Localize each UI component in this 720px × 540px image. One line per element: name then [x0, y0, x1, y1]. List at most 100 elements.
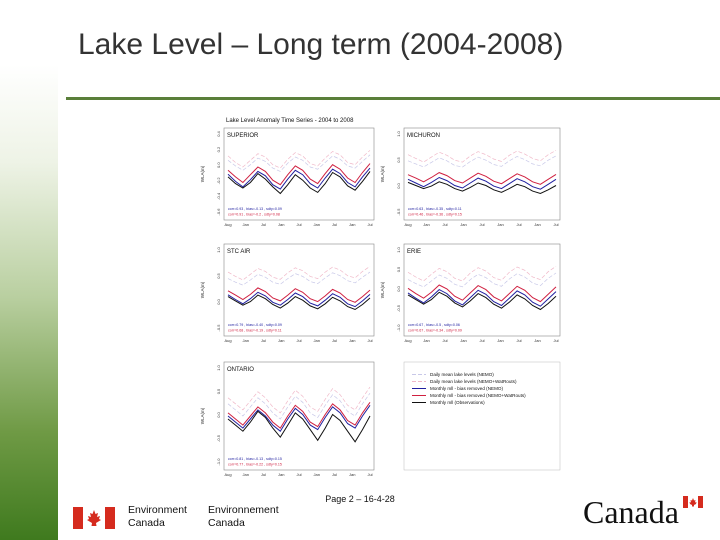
x-tick-label: Jan — [314, 472, 320, 477]
y-tick-label: -0.4 — [216, 192, 221, 200]
panel-frame — [403, 127, 561, 221]
y-tick-label: -0.2 — [216, 177, 221, 185]
y-tick-label: 0.0 — [216, 298, 221, 304]
panel-name-label: STC AIR — [227, 249, 251, 255]
panel-name-label: MICHURON — [407, 133, 440, 139]
x-tick-label: Jul — [332, 472, 337, 477]
series-line-daily-wat — [227, 266, 371, 281]
dept-name-french: Environnement Canada — [208, 504, 279, 529]
x-tick-label: Jan — [278, 222, 284, 227]
panel-frame — [223, 127, 375, 221]
y-tick-label: -0.5 — [216, 434, 221, 442]
series-line-daily-nemo — [227, 154, 371, 172]
x-tick-label: Jan — [497, 338, 503, 343]
y-tick-label: 0.2 — [216, 146, 221, 152]
y-tick-label: 1.0 — [216, 246, 221, 252]
y-tick-label: -0.5 — [396, 304, 401, 312]
x-tick-label: Jan — [349, 338, 355, 343]
x-tick-label: Jan — [460, 338, 466, 343]
stats-label: corr=0.79 , bias=-0.40 , sdty=0.09 — [228, 323, 282, 327]
panel-ontario: ONTARIO WLA(m) 1.0 0.5 0.0 -0.5 -1.0 Aug Jan Jul J… — [200, 361, 375, 477]
series-line-monthly-wat — [407, 284, 557, 303]
slide-title: Lake Level – Long term (2004-2008) — [78, 28, 564, 61]
dept-name-english: Environment Canada — [128, 504, 187, 529]
y-tick-label: -0.6 — [216, 208, 221, 216]
stats-label: corr=0.93 , bias=-0.13 , sdty=0.09 — [228, 207, 282, 211]
x-tick-label: Jan — [460, 222, 466, 227]
x-tick-label: Jul — [296, 338, 301, 343]
title-divider — [66, 97, 720, 100]
x-tick-label: Jan — [534, 222, 540, 227]
x-tick-label: Jan — [423, 222, 429, 227]
series-line-daily-wat — [227, 150, 371, 169]
series-line-monthly-wat — [227, 402, 371, 429]
panel-name-label: ONTARIO — [227, 367, 254, 373]
series-line-daily-nemo — [227, 392, 371, 420]
stats-label: corr=0.68 , bias=-0.19 , sdty=0.11 — [228, 329, 282, 333]
series-line-observed — [227, 294, 371, 311]
x-tick-label: Jul — [261, 472, 266, 477]
x-tick-label: Jul — [261, 338, 266, 343]
series-line-monthly-nemo — [227, 291, 371, 308]
series-line-monthly-nemo — [407, 176, 557, 190]
x-tick-label: Jul — [296, 222, 301, 227]
x-tick-label: Jul — [479, 338, 484, 343]
x-tick-label: Jan — [243, 472, 249, 477]
y-tick-label: 0.5 — [396, 266, 401, 272]
stats-label: corr=0.77 , bias=-0.22 , sdty=0.15 — [228, 463, 282, 467]
x-tick-label: Jul — [332, 338, 337, 343]
x-tick-label: Jul — [516, 338, 521, 343]
stats-label: corr=0.67 , bias=-0.5 , sdty=0.06 — [408, 323, 460, 327]
x-tick-label: Jan — [278, 472, 284, 477]
x-tick-label: Jan — [314, 222, 320, 227]
x-tick-label: Jul — [516, 222, 521, 227]
series-line-monthly-nemo — [227, 405, 371, 432]
y-tick-label: -0.5 — [216, 324, 221, 332]
series-line-monthly-wat — [227, 163, 371, 186]
panel-stc-air: STC AIR WLA(m) 1.0 0.5 0.0 -0.5 Aug Jan Jul Jan Ju… — [200, 243, 375, 343]
wordmark-flag-icon — [683, 496, 703, 508]
series-line-daily-wat — [227, 386, 371, 414]
panel-erie: ERIE WLA(m) 1.0 0.5 0.0 -0.5 -1.0 Aug Jan Jul Jan J… — [380, 243, 561, 343]
series-line-daily-nemo — [227, 271, 371, 286]
panel-frame — [403, 243, 561, 337]
chart-title: Lake Level Anomaly Time Series - 2004 to… — [226, 118, 354, 124]
x-tick-label: Aug — [404, 222, 411, 227]
x-tick-label: Aug — [224, 222, 231, 227]
x-tick-label: Aug — [224, 338, 231, 343]
y-tick-label: -0.5 — [396, 208, 401, 216]
x-tick-label: Jan — [423, 338, 429, 343]
canada-wordmark: Canada — [583, 494, 679, 530]
green-gradient-sidebar — [0, 0, 58, 540]
legend-item-label: Monthly mll - bias removed (NEMO+WatRout… — [430, 393, 526, 398]
series-line-daily-nemo — [407, 155, 557, 168]
x-tick-label: Jul — [442, 338, 447, 343]
series-line-observed — [227, 410, 371, 443]
series-line-monthly-wat — [227, 287, 371, 303]
y-tick-label: -1.0 — [216, 458, 221, 466]
y-axis-label: WLA(m) — [200, 281, 205, 298]
stats-label: corr=0.91 , bias=-0.2 , sdty=0.08 — [228, 213, 280, 217]
y-tick-label: 0.4 — [216, 130, 221, 136]
x-tick-label: Jan — [497, 222, 503, 227]
y-tick-label: 1.0 — [216, 364, 221, 370]
x-tick-label: Jul — [332, 222, 337, 227]
y-tick-label: 0.5 — [216, 272, 221, 278]
y-tick-label: -1.0 — [396, 324, 401, 332]
x-tick-label: Jul — [296, 472, 301, 477]
series-line-daily-nemo — [407, 272, 557, 288]
y-tick-label: 0.0 — [216, 162, 221, 168]
x-tick-label: Aug — [224, 472, 231, 477]
series-line-monthly-nemo — [227, 167, 371, 190]
y-tick-label: 1.0 — [396, 246, 401, 252]
canada-flag-icon — [73, 507, 115, 529]
panel-name-label: ERIE — [407, 249, 421, 255]
x-tick-label: Jan — [349, 222, 355, 227]
x-tick-label: Jan — [349, 472, 355, 477]
series-line-daily-wat — [407, 150, 557, 163]
x-tick-label: Aug — [404, 338, 411, 343]
page-footer: Page 2 – 16-4-28 — [325, 494, 395, 504]
y-axis-label: WLA(m) — [200, 407, 205, 424]
x-tick-label: Jul — [261, 222, 266, 227]
y-tick-label: 0.0 — [216, 411, 221, 417]
